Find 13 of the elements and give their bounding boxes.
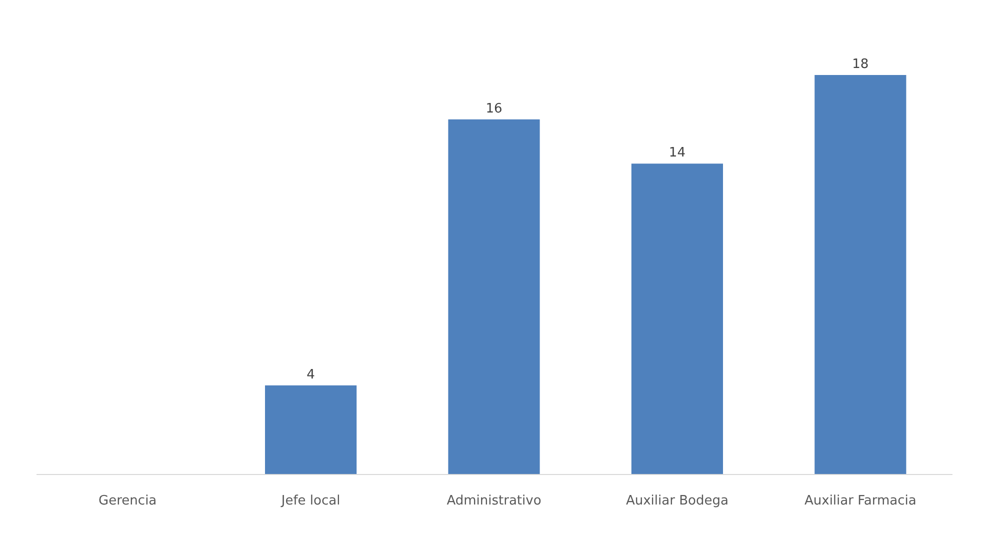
x-tick-label: Gerencia: [98, 494, 157, 508]
x-tick-label: Jefe local: [280, 494, 340, 508]
data-label: 14: [668, 146, 686, 161]
bar: [814, 75, 906, 474]
data-label: 4: [306, 367, 315, 382]
x-tick-label: Auxiliar Bodega: [626, 494, 728, 508]
bar: [265, 385, 357, 474]
bar: [631, 164, 723, 474]
bar: [448, 119, 540, 474]
x-tick-label: Auxiliar Farmacia: [804, 494, 916, 508]
x-tick-label: Administrativo: [446, 494, 542, 508]
data-label: 16: [486, 101, 502, 116]
data-label: 18: [852, 57, 869, 72]
